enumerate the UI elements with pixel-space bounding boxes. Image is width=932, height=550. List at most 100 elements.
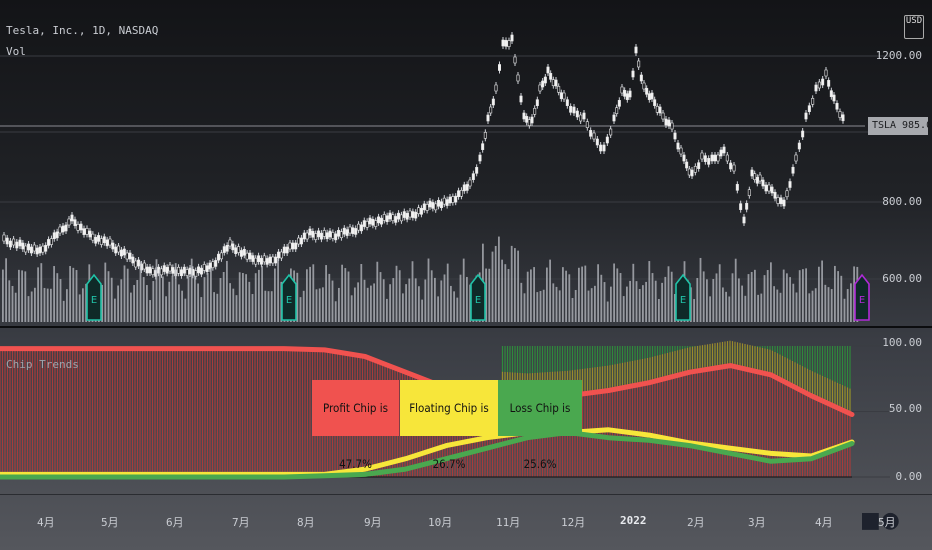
loss-chip-label: Loss Chip is 25.6% xyxy=(498,380,582,471)
volume-bar xyxy=(18,269,20,322)
candle-body xyxy=(254,257,258,265)
volume-bar xyxy=(696,277,699,322)
volume-bar xyxy=(542,289,545,322)
volume-bar xyxy=(411,261,414,322)
time-tick-sep: 9月 xyxy=(364,516,382,529)
profit-chip-label: Profit Chip is 47.7% xyxy=(312,380,399,471)
volume-bar xyxy=(402,293,404,322)
candle-body xyxy=(137,259,141,267)
candle-body xyxy=(589,130,593,137)
volume-bar xyxy=(766,270,769,322)
candle-body xyxy=(88,230,92,238)
candle-body xyxy=(739,203,743,210)
volume-bar xyxy=(120,279,123,322)
volume-bar xyxy=(712,279,715,322)
volume-label[interactable]: Vol xyxy=(6,45,26,58)
volume-bar xyxy=(622,296,625,322)
volume-bar xyxy=(258,269,260,322)
volume-bar xyxy=(510,245,513,322)
candle-body xyxy=(647,93,651,100)
pane-separator[interactable] xyxy=(0,326,932,328)
volume-bar xyxy=(267,291,270,322)
volume-bar xyxy=(162,276,164,322)
candle-body xyxy=(91,233,95,241)
candle-body xyxy=(114,246,118,254)
candle-body xyxy=(32,244,36,252)
volume-bar xyxy=(408,278,411,322)
volume-bar xyxy=(552,283,555,322)
volume-bar xyxy=(574,290,577,322)
tradingview-logo[interactable] xyxy=(850,500,912,536)
volume-bar xyxy=(226,260,228,322)
candle-body xyxy=(559,92,563,99)
candle-body xyxy=(277,251,281,259)
candle-body xyxy=(82,228,86,235)
indicator-name[interactable]: Chip Trends xyxy=(6,358,79,371)
volume-bar xyxy=(501,259,503,322)
candle-body xyxy=(122,248,126,256)
candle-body xyxy=(199,267,203,275)
volume-bar xyxy=(776,289,779,322)
candle-body xyxy=(801,130,805,138)
candle-body xyxy=(687,168,691,176)
volume-bar xyxy=(37,267,39,322)
candle-body xyxy=(693,166,697,173)
volume-bar xyxy=(571,298,574,322)
volume-bar xyxy=(149,300,151,322)
earnings-marker-label: E xyxy=(91,295,97,306)
candle-body xyxy=(615,107,619,114)
candle-body xyxy=(486,114,490,122)
candle-body xyxy=(661,112,665,120)
candle-body xyxy=(439,201,443,209)
candle-body xyxy=(134,260,138,268)
candle-body xyxy=(497,64,501,71)
volume-bar xyxy=(648,261,651,322)
candle-body xyxy=(770,186,774,194)
candle-body xyxy=(105,239,109,247)
candle-body xyxy=(311,230,315,238)
candle-body xyxy=(664,118,668,126)
candle-body xyxy=(49,238,53,245)
volume-bar xyxy=(514,248,516,322)
candle-body xyxy=(111,242,115,250)
candle-body xyxy=(162,265,166,272)
time-tick-feb: 2月 xyxy=(687,516,705,529)
volume-bar xyxy=(82,288,84,322)
volume-bar xyxy=(498,236,500,322)
volume-bar xyxy=(334,301,337,322)
volume-bar xyxy=(421,299,423,322)
candle-body xyxy=(471,173,475,180)
volume-bar xyxy=(491,251,494,322)
candle-body xyxy=(462,184,466,192)
symbol-title[interactable]: Tesla, Inc., 1D, NASDAQ xyxy=(6,24,159,37)
candle-body xyxy=(779,197,783,205)
volume-bar xyxy=(110,277,113,322)
volume-bar xyxy=(274,268,276,322)
volume-bar xyxy=(824,284,827,322)
candle-body xyxy=(8,240,12,248)
candle-body xyxy=(428,200,432,208)
candle-body xyxy=(79,223,83,231)
candle-body xyxy=(15,241,19,249)
volume-bar xyxy=(578,267,580,322)
candle-body xyxy=(382,214,386,221)
candle-body xyxy=(142,262,146,270)
volume-bar xyxy=(834,265,836,322)
earnings-marker xyxy=(470,273,486,321)
volume-bar xyxy=(709,296,711,322)
volume-bar xyxy=(27,296,30,322)
candle-body xyxy=(379,217,383,225)
candle-body xyxy=(804,112,808,120)
volume-bar xyxy=(443,274,446,322)
volume-bar xyxy=(363,279,366,322)
candle-body xyxy=(18,239,22,247)
candle-body xyxy=(245,252,249,260)
candle-body xyxy=(697,162,701,169)
candle-body xyxy=(437,199,441,207)
candle-body xyxy=(827,80,831,87)
candle-body xyxy=(357,223,361,231)
candle-body xyxy=(722,146,726,154)
candle-body xyxy=(297,237,301,245)
currency-badge[interactable]: USD xyxy=(904,15,924,39)
